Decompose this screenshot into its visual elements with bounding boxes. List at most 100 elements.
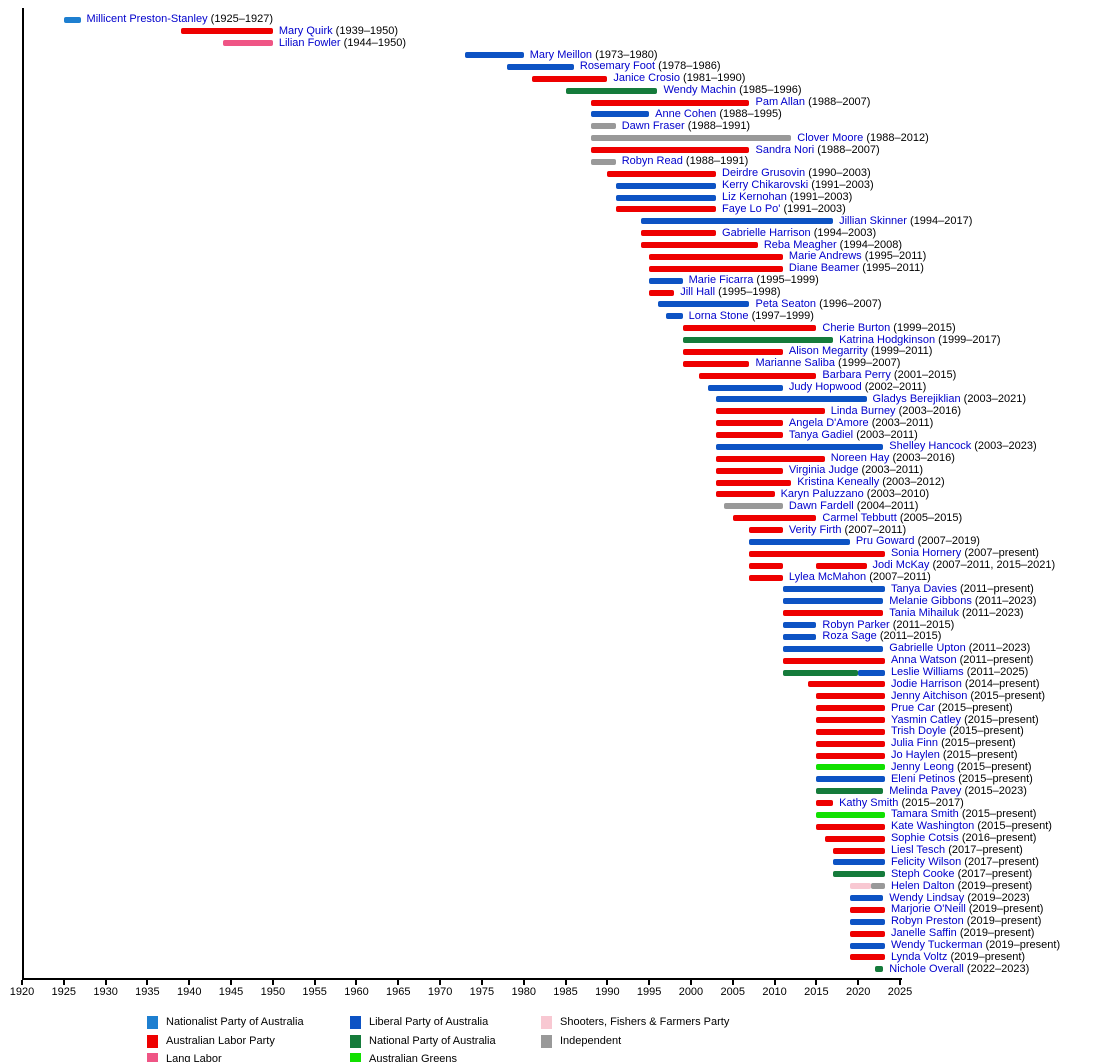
member-name-link[interactable]: Jenny Leong <box>890 760 954 773</box>
member-name-link[interactable]: Tanya Davies <box>890 582 957 595</box>
member-name-link[interactable]: Felicity Wilson <box>890 855 962 868</box>
member-label: Virginia Judge (2003–2011) <box>789 465 923 476</box>
timeline-bar <box>816 823 885 830</box>
timeline-bar <box>590 99 750 106</box>
member-name-link[interactable]: Tania Mihailuk <box>889 606 959 619</box>
member-name-link[interactable]: Reba Meagher <box>763 238 837 251</box>
member-name-link[interactable]: Gabrielle Harrison <box>722 226 811 239</box>
member-name-link[interactable]: Angela D'Amore <box>788 416 869 429</box>
member-name-link[interactable]: Virginia Judge <box>788 464 859 477</box>
member-name-link[interactable]: Clover Moore <box>797 131 864 144</box>
member-name-link[interactable]: Cherie Burton <box>822 321 891 334</box>
member-name-link[interactable]: Roza Sage <box>822 630 877 643</box>
member-name-link[interactable]: Marjorie O'Neill <box>890 903 966 916</box>
member-name-link[interactable]: Jillian Skinner <box>839 214 907 227</box>
member-name-link[interactable]: Carmel Tebbutt <box>822 511 897 524</box>
member-name-link[interactable]: Prue Car <box>890 701 935 714</box>
member-name-link[interactable]: Pam Allan <box>755 96 806 109</box>
member-name-link[interactable]: Melinda Pavey <box>889 784 962 797</box>
member-label: Gladys Berejiklian (2003–2021) <box>872 392 1027 405</box>
member-name-link[interactable]: Katrina Hodgkinson <box>839 333 936 346</box>
member-name-link[interactable]: Robyn Parker <box>822 618 890 631</box>
member-name-link[interactable]: Jodie Harrison <box>890 677 962 690</box>
member-name-link[interactable]: Yasmin Catley <box>890 713 962 726</box>
member-dates: (2001–2015) <box>890 369 957 382</box>
timeline-bar <box>749 538 850 545</box>
member-name-link[interactable]: Lorna Stone <box>688 309 749 322</box>
member-name-link[interactable]: Dawn Fraser <box>621 119 685 132</box>
member-name-link[interactable]: Julia Finn <box>890 737 939 750</box>
member-name-link[interactable]: Nichole Overall <box>889 962 964 975</box>
member-label: Mary Quirk (1939–1950) <box>278 24 398 37</box>
member-name-link[interactable]: Faye Lo Po' <box>722 202 781 215</box>
member-name-link[interactable]: Pru Goward <box>855 535 915 548</box>
member-name-link[interactable]: Jill Hall <box>680 286 716 299</box>
member-name-link[interactable]: Peta Seaton <box>755 297 817 310</box>
member-name-link[interactable]: Linda Burney <box>830 404 896 417</box>
member-name-link[interactable]: Janice Crosio <box>613 72 680 85</box>
timeline-bar <box>607 170 717 177</box>
member-name-link[interactable]: Kerry Chikarovski <box>722 179 809 192</box>
axis-tick <box>230 980 233 985</box>
member-name-link[interactable]: Lylea McMahon <box>788 571 867 584</box>
member-name-link[interactable]: Wendy Lindsay <box>889 891 965 904</box>
member-name-link[interactable]: Sandra Nori <box>755 143 815 156</box>
member-name-link[interactable]: Shelley Hancock <box>889 440 972 453</box>
member-dates: (1981–1990) <box>679 72 746 85</box>
member-name-link[interactable]: Marie Andrews <box>788 250 862 263</box>
axis-tick-label: 1955 <box>302 986 327 998</box>
member-label: Marianne Saliba (1999–2007) <box>755 358 900 369</box>
member-name-link[interactable]: Helen Dalton <box>890 879 955 892</box>
member-name-link[interactable]: Janelle Saffin <box>890 927 957 940</box>
timeline-bar <box>590 158 616 165</box>
member-name-link[interactable]: Mary Quirk <box>278 24 333 37</box>
member-name-link[interactable]: Mary Meillon <box>529 48 593 61</box>
member-name-link[interactable]: Deirdre Grusovin <box>722 167 806 180</box>
member-name-link[interactable]: Lynda Voltz <box>890 950 948 963</box>
member-name-link[interactable]: Anna Watson <box>890 654 957 667</box>
member-name-link[interactable]: Jo Haylen <box>890 749 940 762</box>
member-name-link[interactable]: Liz Kernohan <box>722 191 787 204</box>
member-name-link[interactable]: Anne Cohen <box>655 107 717 120</box>
member-name-link[interactable]: Gladys Berejiklian <box>872 392 961 405</box>
timeline-bar <box>849 906 885 913</box>
member-name-link[interactable]: Tanya Gadiel <box>788 428 854 441</box>
member-name-link[interactable]: Karyn Paluzzano <box>780 487 864 500</box>
member-name-link[interactable]: Melanie Gibbons <box>889 594 972 607</box>
timeline-bar <box>816 728 885 735</box>
member-name-link[interactable]: Tamara Smith <box>890 808 959 821</box>
member-name-link[interactable]: Kristina Keneally <box>797 476 880 489</box>
member-name-link[interactable]: Steph Cooke <box>890 867 955 880</box>
member-name-link[interactable]: Kathy Smith <box>839 796 899 809</box>
member-name-link[interactable]: Jenny Aitchison <box>890 689 968 702</box>
member-name-link[interactable]: Marie Ficarra <box>688 274 754 287</box>
member-dates: (2002–2011) <box>861 381 927 394</box>
member-label: Angela D'Amore (2003–2011) <box>788 416 933 429</box>
member-name-link[interactable]: Wendy Tuckerman <box>890 939 983 952</box>
member-name-link[interactable]: Robyn Read <box>621 155 683 168</box>
member-name-link[interactable]: Sophie Cotsis <box>890 832 959 845</box>
timeline-bar <box>649 289 675 296</box>
member-name-link[interactable]: Jodi McKay <box>872 559 930 572</box>
member-name-link[interactable]: Verity Firth <box>788 523 842 536</box>
member-name-link[interactable]: Rosemary Foot <box>579 60 656 73</box>
member-name-link[interactable]: Robyn Preston <box>890 915 964 928</box>
member-name-link[interactable]: Kate Washington <box>890 820 975 833</box>
member-name-link[interactable]: Alison Megarrity <box>788 345 868 358</box>
member-name-link[interactable]: Wendy Machin <box>663 84 737 97</box>
member-name-link[interactable]: Gabrielle Upton <box>889 642 966 655</box>
member-name-link[interactable]: Marianne Saliba <box>755 357 835 370</box>
member-name-link[interactable]: Sonia Hornery <box>890 547 962 560</box>
member-name-link[interactable]: Millicent Preston-Stanley <box>86 13 208 25</box>
timeline-bar <box>682 337 834 344</box>
member-name-link[interactable]: Leslie Williams <box>890 666 964 678</box>
member-name-link[interactable]: Trish Doyle <box>890 725 947 738</box>
member-name-link[interactable]: Lilian Fowler <box>278 36 341 49</box>
member-name-link[interactable]: Noreen Hay <box>830 452 890 465</box>
member-name-link[interactable]: Eleni Petinos <box>890 772 956 785</box>
member-name-link[interactable]: Barbara Perry <box>822 369 891 382</box>
member-name-link[interactable]: Diane Beamer <box>788 262 860 275</box>
member-name-link[interactable]: Dawn Fardell <box>788 499 854 512</box>
member-name-link[interactable]: Liesl Tesch <box>890 844 946 857</box>
member-name-link[interactable]: Judy Hopwood <box>788 381 862 394</box>
